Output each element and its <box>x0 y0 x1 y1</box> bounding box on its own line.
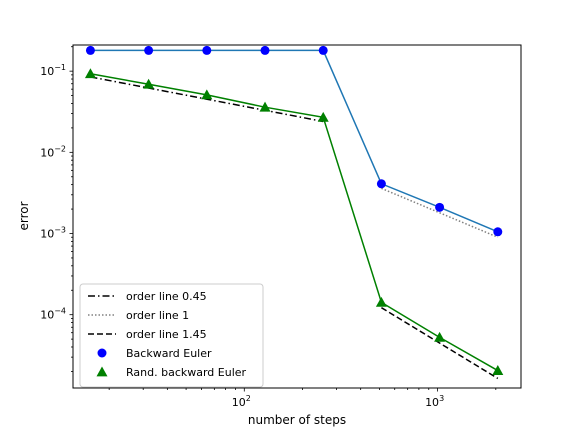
legend-entry-label: Backward Euler <box>126 347 212 360</box>
data-point-rand-backward-euler <box>492 365 504 375</box>
series-line-rand-backward-euler <box>90 72 499 372</box>
data-point-rand-backward-euler <box>84 68 96 79</box>
data-point-backward-euler <box>85 45 95 55</box>
data-point-backward-euler <box>144 45 154 55</box>
data-point-rand-backward-euler <box>434 331 446 342</box>
y-axis-label: error <box>17 201 31 230</box>
data-point-backward-euler <box>318 45 328 55</box>
legend-entry-label: Rand. backward Euler <box>126 366 247 379</box>
y-tick-label: 10−3 <box>40 226 66 241</box>
y-tick-label: 10−1 <box>40 63 66 78</box>
legend-handle-marker <box>97 348 107 358</box>
data-point-backward-euler <box>202 45 212 55</box>
legend-entry-label: order line 1.45 <box>126 328 207 341</box>
data-point-rand-backward-euler <box>375 296 387 307</box>
series-line-order-line-1-45 <box>381 307 499 380</box>
y-tick-label: 10−4 <box>40 307 66 322</box>
legend-handle-marker <box>96 366 108 377</box>
data-point-rand-backward-euler <box>259 101 271 112</box>
legend: order line 0.45 order line 1 order line 1.… <box>79 283 264 388</box>
plot-area-frame <box>72 44 522 389</box>
data-point-rand-backward-euler <box>143 78 155 89</box>
data-point-backward-euler <box>260 45 270 55</box>
x-tick-label: 102 <box>232 394 251 409</box>
data-point-backward-euler <box>493 227 503 237</box>
series-line-order-line-1 <box>381 187 499 238</box>
x-tick-label: 103 <box>425 394 444 409</box>
legend-entry-label: order line 1 <box>126 309 189 322</box>
data-point-backward-euler <box>376 179 386 189</box>
y-tick-label: 10−2 <box>40 144 66 159</box>
data-point-rand-backward-euler <box>201 89 213 100</box>
legend-entry-label: order line 0.45 <box>126 290 207 303</box>
series-line-backward-euler <box>90 49 499 233</box>
legend-box <box>79 283 264 388</box>
data-point-backward-euler <box>435 202 445 212</box>
x-axis-label: number of steps <box>248 413 346 427</box>
data-point-rand-backward-euler <box>317 111 329 122</box>
